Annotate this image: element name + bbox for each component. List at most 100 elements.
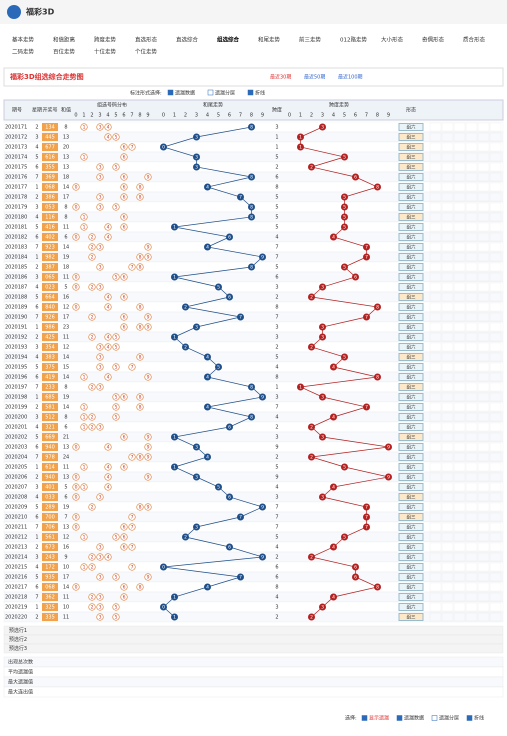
- tail-value: 8: [250, 125, 253, 131]
- number-bg: [42, 523, 58, 531]
- dist-ball: [80, 463, 88, 471]
- shape-bg: [398, 403, 424, 411]
- dist-ball: [104, 463, 112, 471]
- number-bg: [42, 613, 58, 621]
- shape-bg: [398, 513, 424, 521]
- extra-cell: [429, 252, 442, 262]
- number: 669: [45, 435, 55, 441]
- span-ball: [341, 463, 348, 471]
- nav-link[interactable]: 直选综合: [176, 36, 199, 44]
- nav-link[interactable]: 和尾走势: [258, 36, 281, 44]
- nav-link[interactable]: 跨度走势: [94, 36, 117, 44]
- row-bg: [3, 561, 504, 573]
- extra-cell: [429, 202, 442, 212]
- nav-link[interactable]: 基本走势: [12, 36, 35, 44]
- nav-link[interactable]: 十位走势: [94, 48, 117, 56]
- checkbox[interactable]: [431, 715, 438, 721]
- issue: 2020171: [5, 125, 27, 131]
- dist-ball: [88, 313, 96, 321]
- dist-digit: 5: [115, 135, 118, 141]
- sum: 18: [63, 175, 69, 181]
- extra-cell: [489, 402, 502, 412]
- span-value: 6: [354, 565, 357, 571]
- span-value: 5: [343, 225, 346, 231]
- dist-ball: [72, 483, 80, 491]
- shape: 组六: [407, 564, 416, 571]
- shape-bg: [398, 253, 424, 261]
- dist-ball: [80, 153, 88, 161]
- checkbox[interactable]: [207, 89, 214, 96]
- tail-value: 0: [162, 145, 165, 151]
- extra-cell: [465, 572, 478, 582]
- dist-digit: 3: [99, 605, 102, 611]
- digit-header: 3: [321, 113, 324, 119]
- dist-digit: 5: [115, 205, 118, 211]
- number-bg: [42, 593, 58, 601]
- stat-label: 最大连出值: [8, 689, 33, 696]
- extra-cell: [441, 372, 454, 382]
- row-bg: [3, 591, 504, 603]
- extra-cell: [489, 172, 502, 182]
- checkbox[interactable]: [167, 89, 174, 96]
- nav-link[interactable]: 质合形态: [463, 36, 486, 44]
- nav-link[interactable]: 二码走势: [12, 48, 35, 56]
- shape-bg: [398, 163, 424, 171]
- dist-ball: [80, 403, 88, 411]
- checkbox[interactable]: [396, 715, 403, 721]
- nav-link[interactable]: 和值距离: [53, 36, 76, 44]
- extra-cell: [465, 192, 478, 202]
- sum: 11: [63, 225, 69, 231]
- dist-digit: 4: [107, 485, 110, 491]
- span-ball: [352, 563, 359, 571]
- number-bg: [42, 273, 58, 281]
- predict-row: [3, 643, 504, 654]
- extra-cell: [489, 382, 502, 392]
- extra-cell: [453, 422, 466, 432]
- nav-link[interactable]: 直选形态: [135, 36, 158, 44]
- extra-cell: [429, 172, 442, 182]
- span-ball: [341, 223, 348, 231]
- extra-cell: [465, 422, 478, 432]
- checkbox[interactable]: [247, 89, 254, 96]
- number: 419: [45, 375, 55, 381]
- extra-cell: [441, 402, 454, 412]
- dist-digit: 4: [107, 295, 110, 301]
- issue: 2020174: [5, 155, 27, 161]
- nav-link[interactable]: 个位走势: [135, 48, 158, 56]
- sum: 13: [63, 445, 69, 451]
- period-link[interactable]: 最近50期: [304, 74, 325, 81]
- extra-cell: [441, 492, 454, 502]
- dist-ball: [112, 613, 120, 621]
- tail-value: 3: [195, 155, 198, 161]
- checkbox[interactable]: [466, 715, 473, 721]
- shape-bg: [398, 453, 424, 461]
- span: 7: [275, 515, 278, 521]
- period-link[interactable]: 最近30期: [270, 74, 291, 81]
- row-bg: [3, 241, 504, 253]
- dist-digit: 0: [75, 585, 78, 591]
- week: 7: [35, 385, 38, 391]
- nav-link[interactable]: 012路走势: [340, 36, 367, 44]
- span-value: 9: [387, 475, 390, 481]
- span-value: 4: [332, 485, 335, 491]
- issue: 2020177: [5, 185, 27, 191]
- nav-link[interactable]: 组选综合: [217, 36, 240, 44]
- span: 3: [275, 395, 278, 401]
- dist-digit: 6: [123, 175, 126, 181]
- dist-digit: 6: [123, 185, 126, 191]
- extra-cell: [429, 242, 442, 252]
- extra-cell: [429, 522, 442, 532]
- nav-link[interactable]: 百位走势: [53, 48, 76, 56]
- period-link[interactable]: 最近100期: [338, 74, 363, 81]
- span: 7: [275, 245, 278, 251]
- shape-bg: [398, 443, 424, 451]
- nav-link[interactable]: 奇偶形态: [422, 36, 445, 44]
- sum: 14: [63, 375, 69, 381]
- tail-ball: [193, 133, 200, 141]
- nav-link[interactable]: 前三走势: [299, 36, 322, 44]
- digit-header: 6: [122, 113, 125, 119]
- week: 7: [35, 245, 38, 251]
- checkbox[interactable]: [361, 715, 368, 721]
- nav-link[interactable]: 大小形态: [381, 36, 404, 44]
- extra-cell: [477, 582, 490, 592]
